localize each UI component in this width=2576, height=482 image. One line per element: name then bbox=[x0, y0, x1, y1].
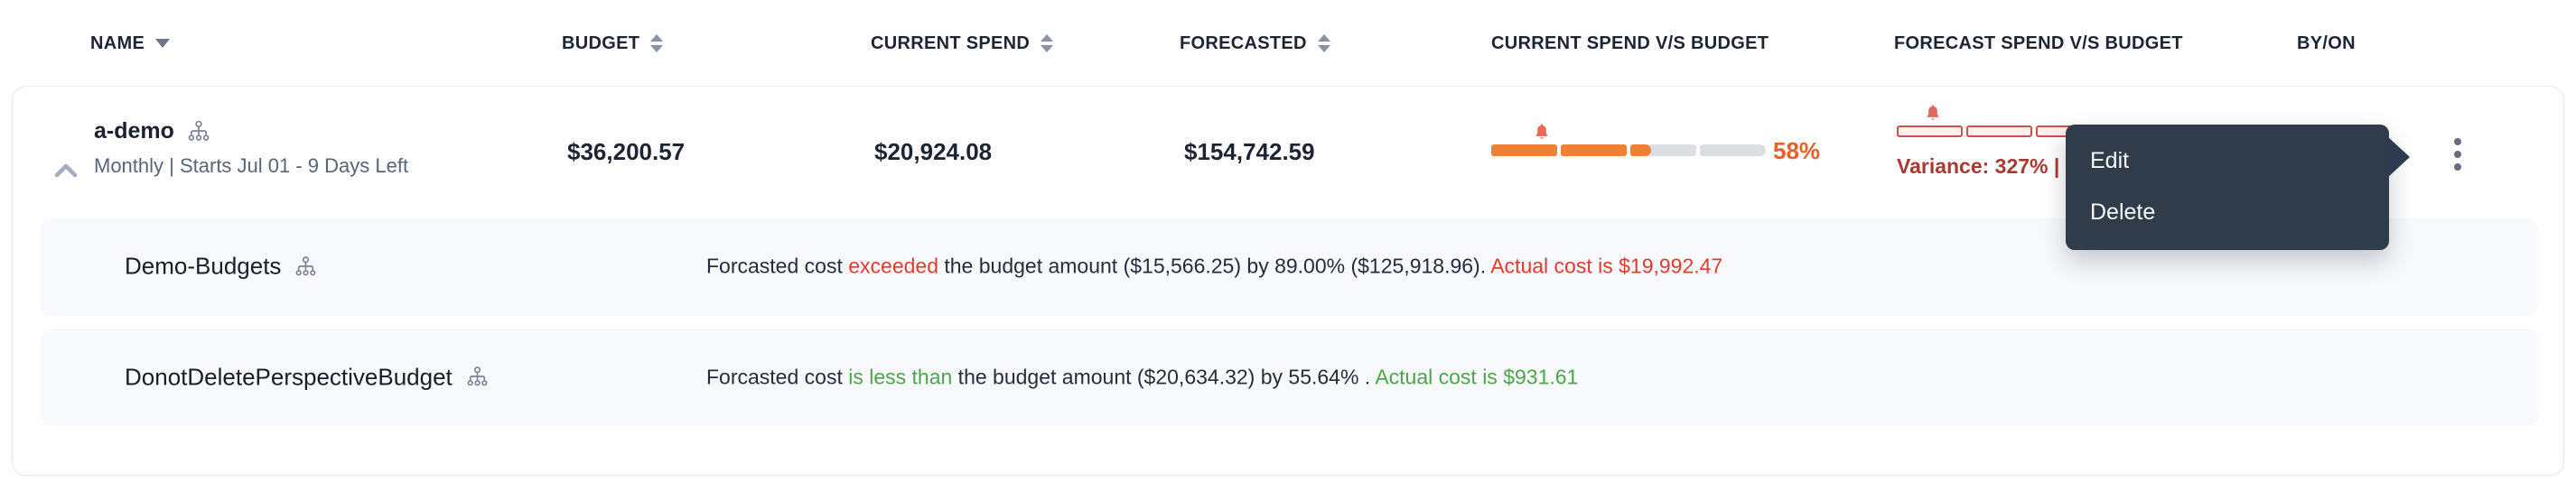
budget-name-cell: a-demo Monthly | Starts Jul 01 - 9 Days … bbox=[94, 118, 408, 178]
budget-schedule: Monthly | Starts Jul 01 - 9 Days Left bbox=[94, 154, 409, 177]
progress-segment bbox=[1897, 125, 1963, 137]
message-keyword: exceeded bbox=[848, 254, 938, 278]
budget-amount: $36,200.57 bbox=[567, 138, 686, 165]
kebab-dot bbox=[2454, 151, 2461, 158]
menu-item-delete[interactable]: Delete bbox=[2090, 199, 2156, 225]
column-label: CURRENT SPEND V/S BUDGET bbox=[1491, 32, 1769, 53]
collapse-row-button[interactable] bbox=[51, 159, 81, 184]
column-header-forecasted[interactable]: FORECASTED bbox=[1180, 0, 1330, 87]
current-vs-budget-progressbar bbox=[1491, 124, 1766, 156]
progress-segment bbox=[1491, 144, 1557, 156]
column-header-name[interactable]: NAME bbox=[90, 0, 171, 87]
hierarchy-icon[interactable] bbox=[187, 119, 210, 144]
menu-item-edit[interactable]: Edit bbox=[2090, 148, 2130, 173]
sort-icon bbox=[1041, 34, 1054, 52]
row-actions-menu-button[interactable] bbox=[2446, 134, 2469, 175]
progress-segment bbox=[1700, 144, 1766, 156]
forecast-message: Forcasted cost is less than the budget a… bbox=[706, 365, 1578, 389]
column-header-current-spend[interactable]: CURRENT SPEND bbox=[871, 0, 1054, 87]
column-label: FORECAST SPEND V/S BUDGET bbox=[1894, 32, 2183, 53]
message-prefix: Forcasted cost bbox=[706, 254, 849, 278]
budget-name: a-demo bbox=[94, 118, 174, 144]
sort-desc-icon bbox=[155, 39, 171, 48]
progress-segment bbox=[1561, 144, 1627, 156]
column-label: BY/ON bbox=[2297, 32, 2356, 53]
alert-bell-icon bbox=[1927, 105, 1938, 120]
hierarchy-icon[interactable] bbox=[294, 255, 317, 278]
forecast-message: Forcasted cost exceeded the budget amoun… bbox=[706, 255, 1722, 279]
column-header-budget[interactable]: BUDGET bbox=[562, 0, 664, 87]
chevron-up-icon bbox=[54, 163, 78, 178]
child-budget-name-cell: DonotDeletePerspectiveBudget bbox=[125, 363, 489, 391]
alert-bell-icon bbox=[1536, 124, 1548, 139]
current-vs-budget-percent: 58% bbox=[1773, 137, 1821, 164]
kebab-dot bbox=[2454, 138, 2461, 145]
sort-icon bbox=[1317, 34, 1330, 52]
progress-segment bbox=[1630, 144, 1696, 156]
child-budget-row: DonotDeletePerspectiveBudget Forcasted c… bbox=[41, 329, 2538, 424]
child-budget-name: DonotDeletePerspectiveBudget bbox=[125, 363, 453, 390]
column-label: NAME bbox=[90, 32, 145, 53]
column-label: FORECASTED bbox=[1180, 32, 1307, 53]
row-context-menu: Edit Delete bbox=[2066, 125, 2410, 250]
kebab-dot bbox=[2454, 163, 2461, 171]
column-label: BUDGET bbox=[562, 32, 640, 53]
message-middle: the budget amount ($15,566.25) by 89.00%… bbox=[938, 254, 1491, 278]
child-budget-name: Demo-Budgets bbox=[125, 252, 282, 280]
column-header-forecast-vs-budget: FORECAST SPEND V/S BUDGET bbox=[1894, 0, 2183, 87]
message-prefix: Forcasted cost bbox=[706, 365, 849, 388]
forecast-variance-label: Variance: 327% | bbox=[1897, 154, 2060, 178]
hierarchy-icon[interactable] bbox=[466, 366, 489, 389]
message-actual-cost: Actual cost is $931.61 bbox=[1375, 365, 1579, 388]
current-spend-amount: $20,924.08 bbox=[874, 138, 993, 165]
progress-segment bbox=[1966, 125, 2032, 137]
child-budget-name-cell: Demo-Budgets bbox=[125, 253, 317, 281]
column-header-by-on: BY/ON bbox=[2297, 0, 2356, 87]
message-middle: the budget amount ($20,634.32) by 55.64%… bbox=[952, 365, 1376, 388]
message-keyword: is less than bbox=[848, 365, 953, 388]
column-header-current-vs-budget: CURRENT SPEND V/S BUDGET bbox=[1491, 0, 1769, 87]
column-label: CURRENT SPEND bbox=[871, 32, 1031, 53]
message-actual-cost: Actual cost is $19,992.47 bbox=[1490, 254, 1723, 278]
forecasted-amount: $154,742.59 bbox=[1184, 138, 1315, 165]
sort-icon bbox=[650, 34, 664, 52]
